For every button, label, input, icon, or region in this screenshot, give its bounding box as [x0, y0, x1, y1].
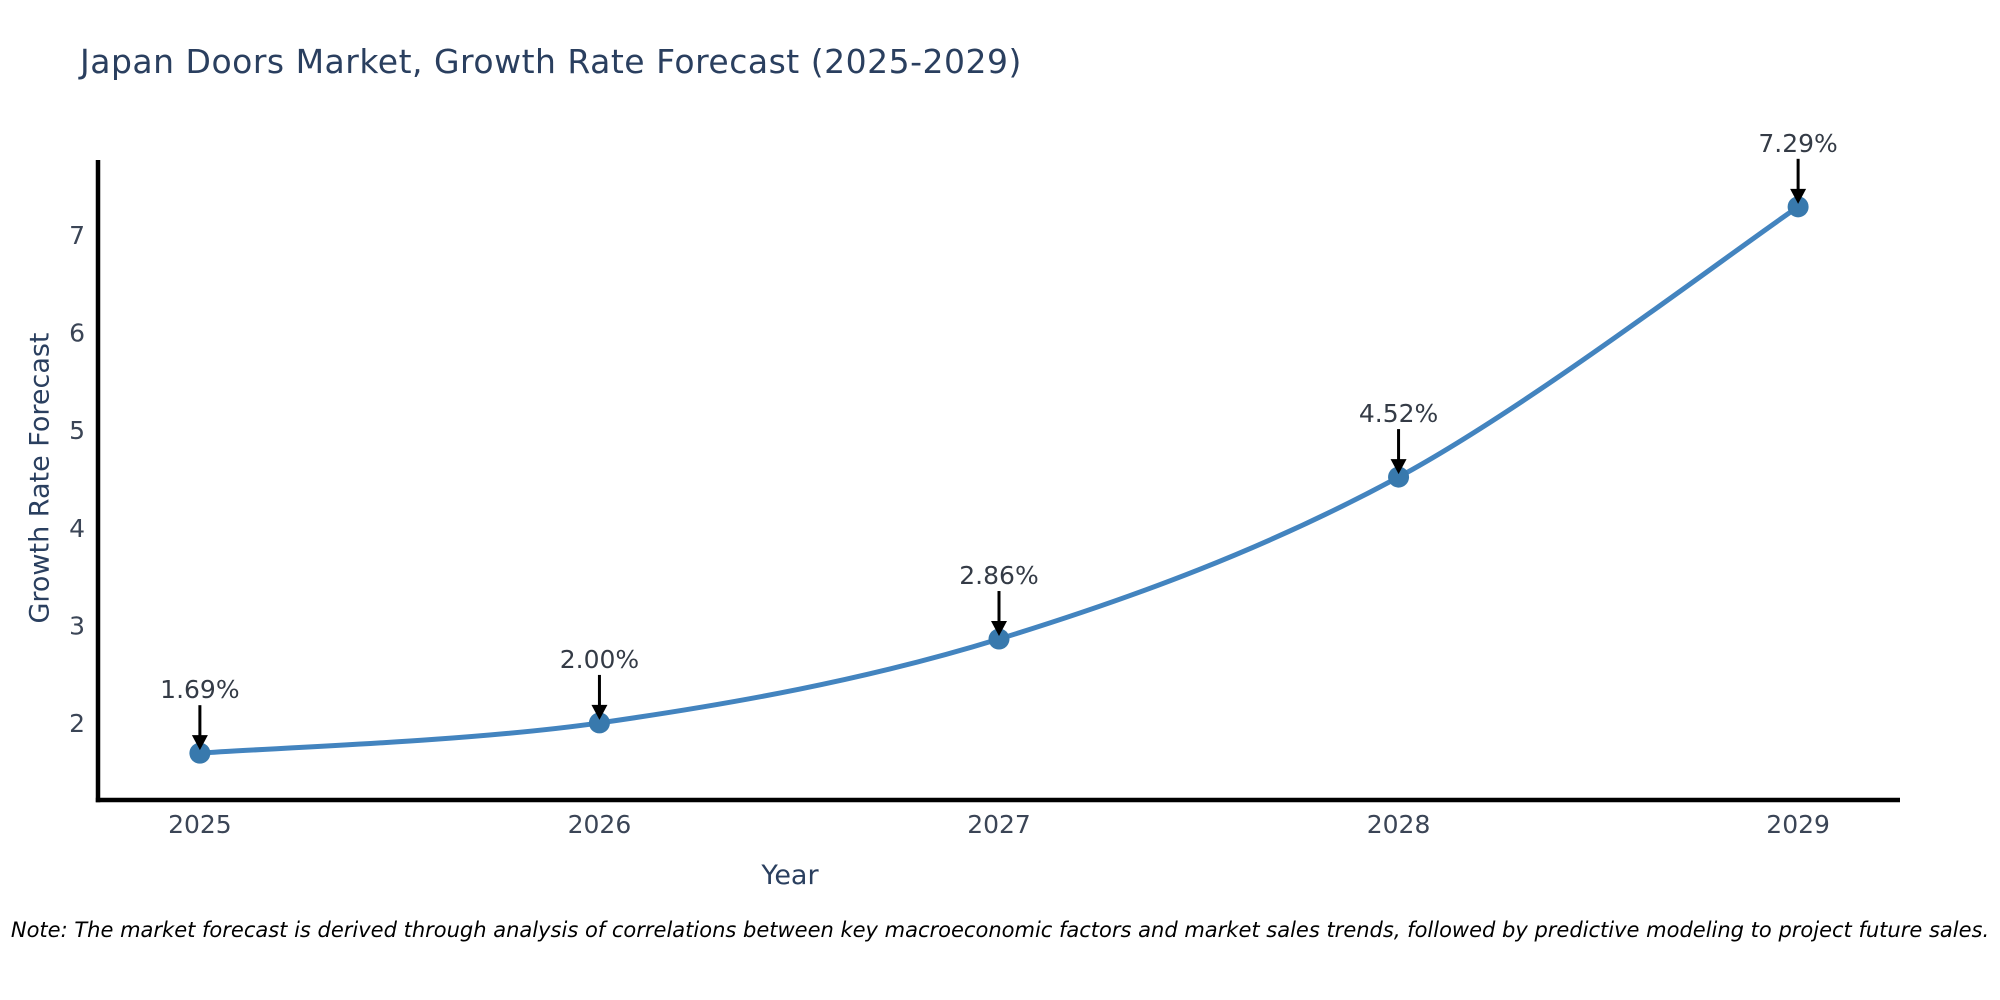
annotation-arrowhead	[1390, 459, 1407, 475]
annotation-label: 4.52%	[1359, 399, 1438, 428]
y-tick-label: 4	[69, 514, 85, 543]
x-tick-label: 2025	[168, 810, 232, 839]
annotation-arrowhead	[591, 704, 608, 720]
annotation-arrowhead	[991, 621, 1007, 637]
data-point-marker	[1388, 466, 1410, 488]
y-tick-label: 3	[69, 611, 85, 640]
x-tick-label: 2027	[967, 810, 1031, 839]
annotation-label: 2.00%	[560, 645, 639, 674]
y-tick-label: 2	[69, 709, 85, 738]
annotation-label: 7.29%	[1758, 129, 1837, 158]
annotation-arrowhead	[1790, 188, 1807, 204]
data-point-marker	[988, 628, 1010, 650]
x-tick-label: 2026	[568, 810, 632, 839]
y-tick-label: 6	[69, 319, 85, 348]
y-tick-label: 5	[69, 416, 85, 445]
chart-title: Japan Doors Market, Growth Rate Forecast…	[80, 42, 1022, 81]
annotation-label: 1.69%	[160, 675, 239, 704]
data-point-marker	[189, 742, 211, 764]
annotation-label: 2.86%	[959, 561, 1038, 590]
y-axis-label: Growth Rate Forecast	[24, 332, 56, 624]
x-tick-label: 2029	[1766, 810, 1830, 839]
data-point-marker	[588, 712, 610, 734]
footnote: Note: The market forecast is derived thr…	[10, 918, 1990, 942]
x-axis-label: Year	[761, 860, 819, 891]
annotation-arrowhead	[191, 735, 208, 751]
data-point-marker	[1787, 196, 1809, 218]
trend-line	[197, 204, 1801, 756]
x-tick-label: 2028	[1367, 810, 1431, 839]
y-tick-label: 7	[69, 221, 85, 250]
